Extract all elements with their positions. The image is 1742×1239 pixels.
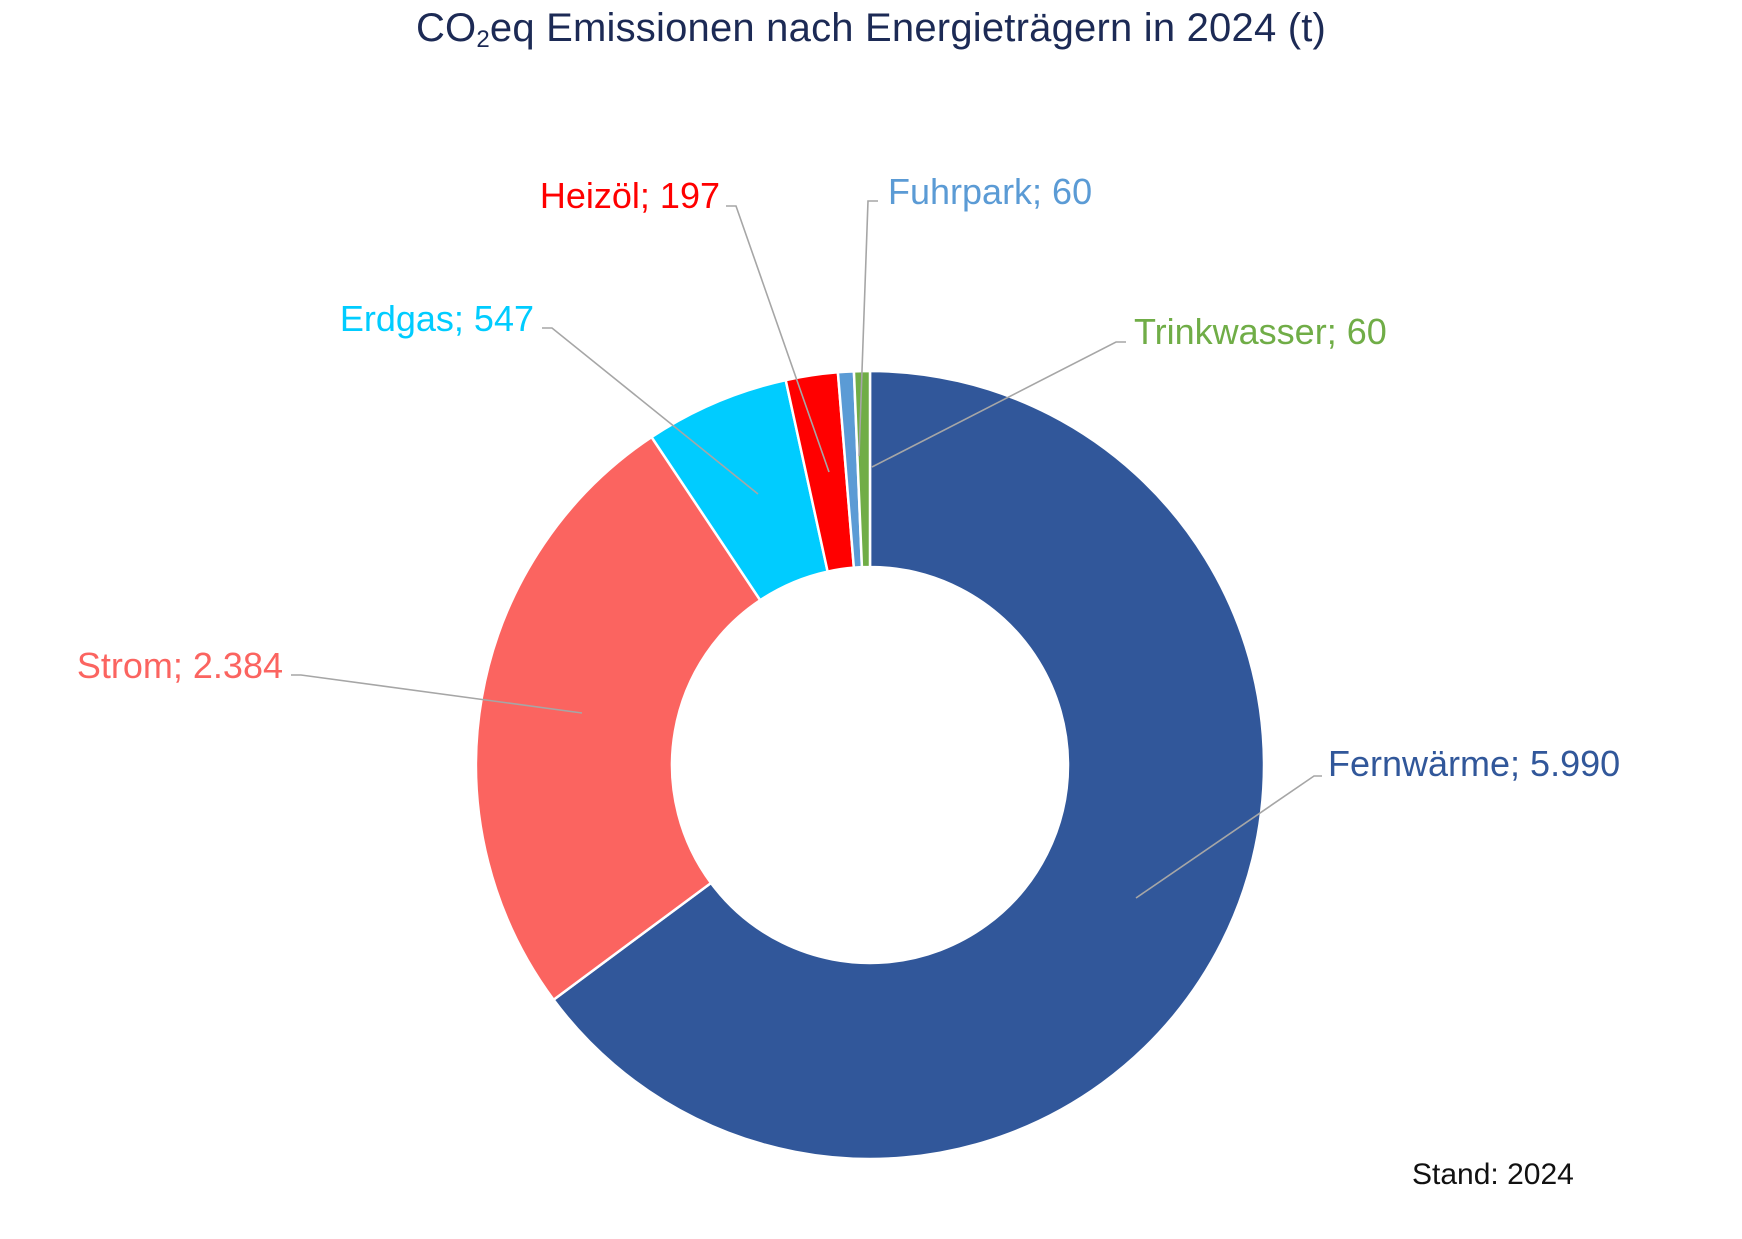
slice-label-erdgas: Erdgas; 547 bbox=[340, 298, 534, 339]
slice-strom bbox=[474, 435, 762, 1002]
leader-line-heizöl bbox=[726, 205, 830, 473]
slice-label-strom: Strom; 2.384 bbox=[77, 645, 283, 686]
slice-trinkwasser bbox=[852, 369, 872, 569]
leader-lines bbox=[291, 200, 1322, 899]
leader-line-trinkwasser bbox=[871, 341, 1126, 468]
slice-label-heizöl: Heizöl; 197 bbox=[540, 175, 720, 216]
leader-line-strom bbox=[291, 674, 583, 714]
donut-slices bbox=[474, 369, 1266, 1161]
leader-line-fernwärme bbox=[1135, 775, 1322, 899]
leader-line-fuhrpark bbox=[858, 200, 878, 457]
slice-labels: Fernwärme; 5.990 Strom; 2.384 Erdgas; 547 H… bbox=[77, 171, 1620, 784]
chart-title: CO2eq Emissionen nach Energieträgern in … bbox=[0, 6, 1742, 54]
title-suffix: eq Emissionen nach Energieträgern in 202… bbox=[489, 6, 1327, 50]
title-prefix: CO bbox=[415, 6, 477, 50]
stand-note: Stand: 2024 bbox=[1412, 1158, 1574, 1191]
title-subscript: 2 bbox=[476, 26, 490, 53]
slice-fernwärme bbox=[551, 369, 1266, 1161]
slice-label-trinkwasser: Trinkwasser; 60 bbox=[1134, 311, 1387, 352]
slice-label-fuhrpark: Fuhrpark; 60 bbox=[888, 171, 1092, 212]
leader-line-erdgas bbox=[542, 327, 759, 495]
slice-label-fernwärme: Fernwärme; 5.990 bbox=[1328, 743, 1620, 784]
